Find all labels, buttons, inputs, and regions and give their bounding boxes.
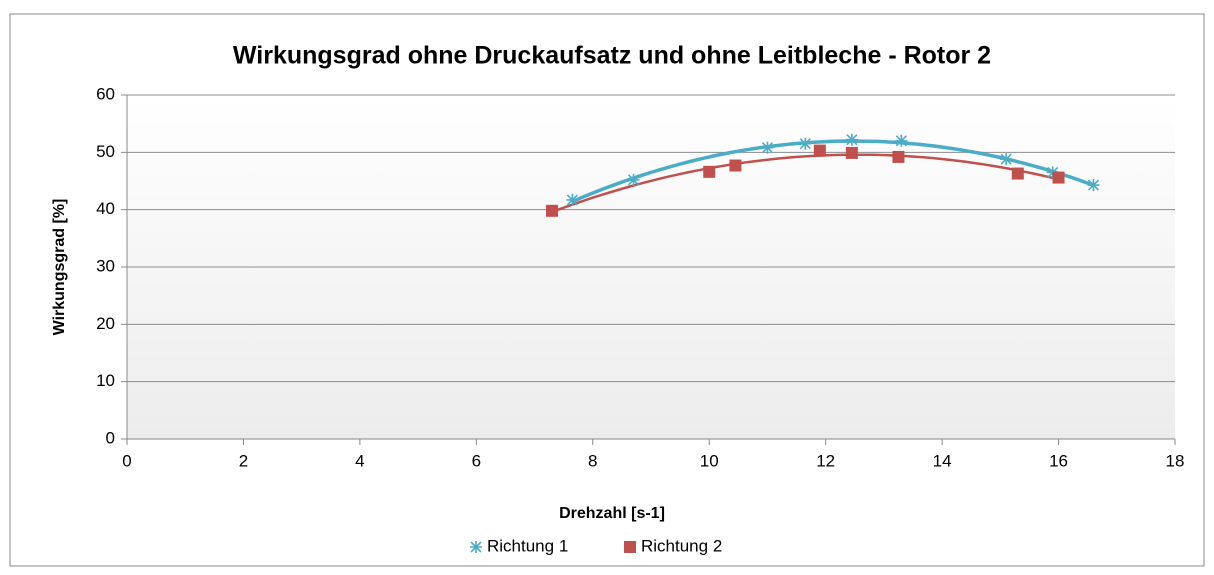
marker xyxy=(845,133,858,146)
x-tick-label: 0 xyxy=(122,451,131,470)
legend-marker xyxy=(470,541,482,553)
x-tick-label: 14 xyxy=(933,451,952,470)
legend-label: Richtung 2 xyxy=(641,536,722,555)
marker xyxy=(813,144,826,157)
legend-item: Richtung 2 xyxy=(624,536,722,555)
legend-label: Richtung 1 xyxy=(487,536,568,555)
x-tick-label: 18 xyxy=(1166,451,1185,470)
marker xyxy=(799,137,812,150)
x-axis-label: Drehzahl [s-1] xyxy=(559,505,665,522)
marker xyxy=(761,141,774,154)
y-tick-label: 50 xyxy=(96,142,115,161)
x-tick-label: 4 xyxy=(355,451,364,470)
x-tick-label: 12 xyxy=(816,451,835,470)
y-tick-label: 30 xyxy=(96,256,115,275)
marker xyxy=(892,150,905,163)
legend-item: Richtung 1 xyxy=(470,536,568,555)
trendline xyxy=(551,153,1059,214)
x-tick-label: 6 xyxy=(472,451,481,470)
marker xyxy=(895,134,908,147)
marker xyxy=(1052,171,1065,184)
marker xyxy=(566,193,579,206)
marker xyxy=(627,173,640,186)
x-tick-label: 8 xyxy=(588,451,597,470)
marker xyxy=(546,204,559,217)
x-tick-label: 2 xyxy=(239,451,248,470)
y-tick-label: 20 xyxy=(96,314,115,333)
y-tick-label: 0 xyxy=(106,428,115,447)
marker xyxy=(1000,153,1013,166)
y-tick-label: 60 xyxy=(96,84,115,103)
marker xyxy=(1011,167,1024,180)
marker xyxy=(729,159,742,172)
legend-marker xyxy=(624,541,636,553)
marker xyxy=(1087,179,1100,192)
y-tick-label: 10 xyxy=(96,371,115,390)
x-tick-label: 16 xyxy=(1049,451,1068,470)
x-tick-label: 10 xyxy=(700,451,719,470)
chart-title: Wirkungsgrad ohne Druckaufsatz und ohne … xyxy=(233,42,991,70)
y-axis-label: Wirkungsgrad [%] xyxy=(51,199,68,336)
y-tick-label: 40 xyxy=(96,199,115,218)
marker xyxy=(703,165,716,178)
marker xyxy=(845,146,858,159)
